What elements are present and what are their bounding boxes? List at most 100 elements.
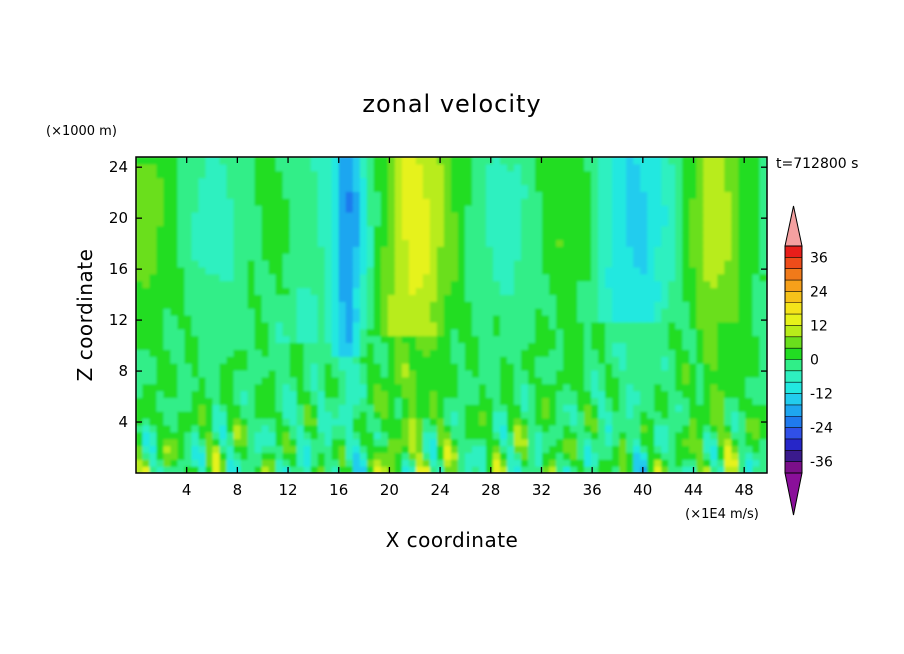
field-cell xyxy=(408,410,418,419)
field-cell xyxy=(612,307,621,316)
field-cell xyxy=(170,204,179,213)
field-cell xyxy=(156,231,165,241)
field-cell xyxy=(373,273,382,282)
field-cell xyxy=(478,348,488,357)
field-cell xyxy=(535,376,544,385)
field-cell xyxy=(303,238,312,247)
field-cell xyxy=(752,389,761,399)
field-cell xyxy=(387,458,397,467)
field-cell xyxy=(724,383,733,392)
field-cell xyxy=(556,424,565,433)
field-cell xyxy=(136,431,144,440)
field-cell xyxy=(359,218,368,227)
field-cell xyxy=(240,183,249,192)
field-cell xyxy=(696,286,705,295)
field-cell xyxy=(163,293,172,302)
field-cell xyxy=(184,245,193,254)
field-cell xyxy=(654,376,663,385)
field-cell xyxy=(703,293,712,302)
field-cell xyxy=(177,376,186,385)
field-cell xyxy=(373,438,382,447)
field-cell xyxy=(331,197,340,206)
field-cell xyxy=(170,293,179,302)
field-cell xyxy=(429,348,439,357)
field-cell xyxy=(626,231,635,241)
field-cell xyxy=(717,157,726,165)
field-cell xyxy=(745,417,754,426)
field-cell xyxy=(738,252,747,261)
field-cell xyxy=(331,444,340,453)
field-cell xyxy=(745,335,754,344)
field-cell xyxy=(563,163,572,172)
field-cell xyxy=(436,424,446,433)
field-cell xyxy=(380,424,389,433)
field-cell xyxy=(492,238,502,247)
field-cell xyxy=(661,362,670,371)
field-cell xyxy=(647,231,656,241)
field-cell xyxy=(149,286,158,295)
field-cell xyxy=(198,341,207,350)
field-cell xyxy=(464,410,474,419)
field-cell xyxy=(380,163,389,172)
field-cell xyxy=(619,211,628,220)
field-cell xyxy=(282,389,291,399)
field-cell xyxy=(605,293,614,302)
field-cell xyxy=(457,335,467,344)
field-cell xyxy=(233,410,242,419)
field-cell xyxy=(542,341,551,350)
field-cell xyxy=(605,424,614,433)
field-cell xyxy=(212,362,221,371)
field-cell xyxy=(492,383,502,392)
field-cell xyxy=(478,266,488,275)
field-cell xyxy=(387,335,397,344)
field-cell xyxy=(226,355,235,364)
field-cell xyxy=(535,458,544,467)
field-cell xyxy=(675,321,684,330)
field-cell xyxy=(317,389,326,399)
field-cell xyxy=(415,286,425,295)
field-cell xyxy=(492,348,502,357)
field-cell xyxy=(654,314,663,323)
colorbar-segment xyxy=(785,438,802,451)
field-cell xyxy=(626,183,635,192)
field-cell xyxy=(563,286,572,295)
field-cell xyxy=(443,273,453,282)
field-cell xyxy=(675,328,684,337)
field-cell xyxy=(233,451,242,460)
field-cell xyxy=(640,177,649,186)
field-cell xyxy=(506,417,516,426)
field-cell xyxy=(317,314,326,323)
field-cell xyxy=(556,280,565,289)
field-cell xyxy=(633,465,642,473)
field-cell xyxy=(619,335,628,344)
field-cell xyxy=(731,170,740,179)
field-cell xyxy=(696,231,705,241)
field-cell xyxy=(661,300,670,309)
field-cell xyxy=(570,163,579,172)
field-cell xyxy=(212,417,221,426)
field-cell xyxy=(528,259,537,268)
field-cell xyxy=(408,245,418,254)
plot-frame xyxy=(135,156,768,474)
field-cell xyxy=(219,438,228,447)
field-cell xyxy=(380,183,389,192)
field-cell xyxy=(759,280,767,289)
field-cell xyxy=(710,335,719,344)
field-cell xyxy=(682,252,691,261)
field-cell xyxy=(317,403,326,412)
field-cell xyxy=(282,328,291,337)
field-cell xyxy=(492,211,502,220)
field-cell xyxy=(682,417,691,426)
field-cell xyxy=(549,451,558,460)
field-cell xyxy=(380,348,389,357)
field-cell xyxy=(521,183,530,192)
field-cell xyxy=(717,410,726,419)
field-cell xyxy=(485,465,495,473)
field-cell xyxy=(724,396,733,405)
field-cell xyxy=(394,197,404,206)
field-cell xyxy=(556,341,565,350)
field-cell xyxy=(268,417,277,426)
field-cell xyxy=(619,383,628,392)
field-cell xyxy=(689,396,698,405)
field-cell xyxy=(198,438,207,447)
